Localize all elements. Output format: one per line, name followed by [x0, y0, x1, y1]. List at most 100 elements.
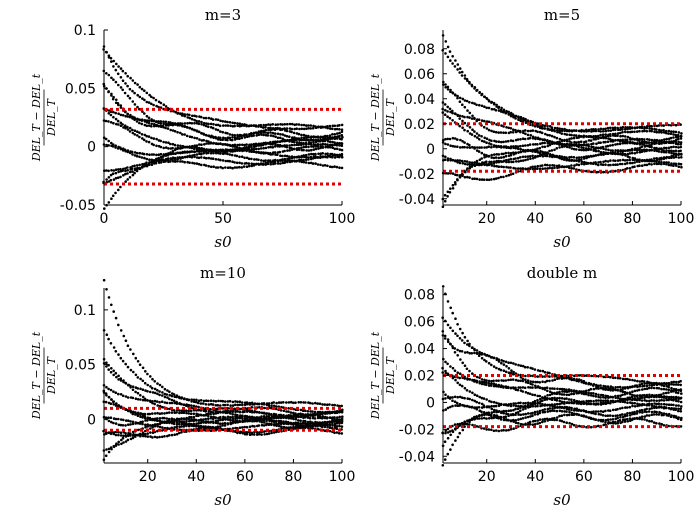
data-point	[628, 378, 631, 382]
data-point	[317, 139, 320, 143]
data-point	[228, 133, 232, 136]
data-point	[302, 148, 305, 152]
data-point	[153, 387, 157, 391]
data-point	[340, 417, 344, 421]
data-point	[287, 422, 290, 425]
data-point	[241, 426, 244, 429]
data-point	[287, 417, 291, 420]
data-point	[611, 143, 614, 147]
data-point	[250, 406, 254, 409]
data-point	[444, 83, 447, 86]
data-point	[146, 435, 150, 438]
data-point	[297, 155, 301, 158]
data-point	[485, 141, 488, 144]
data-point	[160, 158, 163, 161]
data-point	[317, 125, 320, 128]
data-point	[145, 100, 149, 104]
data-point	[584, 147, 588, 150]
data-point	[145, 121, 149, 124]
data-point	[619, 149, 622, 152]
data-point	[643, 163, 647, 167]
data-point	[650, 141, 654, 144]
data-point	[320, 425, 324, 429]
data-point	[267, 152, 270, 156]
data-point	[633, 158, 637, 162]
data-point	[510, 160, 513, 164]
data-point	[456, 63, 460, 66]
data-point	[312, 148, 316, 151]
data-point	[463, 364, 467, 368]
data-point	[563, 132, 566, 136]
data-point	[228, 410, 232, 414]
data-point	[582, 135, 585, 139]
data-point	[119, 104, 123, 107]
data-point	[314, 136, 318, 139]
data-point	[480, 378, 484, 381]
data-point	[604, 127, 607, 131]
data-point	[269, 131, 272, 134]
data-point	[592, 137, 596, 141]
data-point	[299, 143, 303, 147]
data-point	[223, 424, 227, 427]
data-point	[597, 128, 600, 131]
data-point	[657, 130, 661, 134]
data-point	[299, 422, 302, 425]
data-point	[665, 137, 668, 141]
x-axis-label: s0	[214, 491, 232, 509]
data-point	[475, 177, 479, 181]
data-point	[458, 376, 462, 380]
data-point	[245, 432, 249, 436]
data-point	[119, 418, 123, 421]
data-point	[582, 157, 586, 160]
data-point	[500, 106, 503, 110]
data-point	[328, 136, 332, 139]
data-point	[553, 403, 557, 406]
data-point	[468, 132, 472, 135]
data-point	[497, 109, 501, 112]
data-point	[296, 421, 300, 425]
data-point	[443, 113, 447, 116]
data-point	[221, 422, 224, 425]
data-point	[463, 160, 467, 163]
data-point	[159, 122, 163, 125]
data-point	[548, 387, 552, 390]
data-point	[248, 425, 252, 429]
data-point	[490, 178, 493, 181]
data-point	[116, 147, 120, 150]
data-point	[667, 132, 670, 135]
data-point	[207, 421, 210, 424]
data-point	[463, 175, 467, 179]
data-point	[325, 411, 329, 415]
data-point	[205, 139, 208, 143]
data-point	[461, 97, 465, 101]
data-point	[335, 419, 339, 422]
data-point	[143, 162, 146, 166]
data-point	[155, 153, 158, 157]
data-point	[624, 377, 627, 381]
data-point	[538, 125, 542, 128]
data-point	[298, 127, 301, 131]
data-point	[585, 128, 588, 132]
data-point	[504, 403, 508, 406]
data-point	[611, 387, 615, 391]
data-point	[657, 162, 661, 166]
data-point	[338, 404, 341, 408]
data-point	[126, 438, 130, 442]
data-point	[314, 125, 317, 128]
data-point	[290, 143, 294, 147]
data-point	[289, 411, 293, 414]
data-point	[553, 126, 557, 130]
data-point	[169, 142, 172, 146]
data-point	[338, 424, 341, 428]
data-point	[226, 120, 229, 124]
data-point	[485, 178, 489, 181]
data-point	[568, 166, 571, 169]
data-point	[122, 418, 125, 422]
data-point	[640, 148, 644, 152]
data-point	[680, 156, 683, 159]
data-point	[166, 127, 170, 130]
data-point	[565, 144, 568, 147]
data-point	[240, 166, 244, 169]
data-point	[114, 171, 118, 175]
data-point	[266, 131, 270, 135]
